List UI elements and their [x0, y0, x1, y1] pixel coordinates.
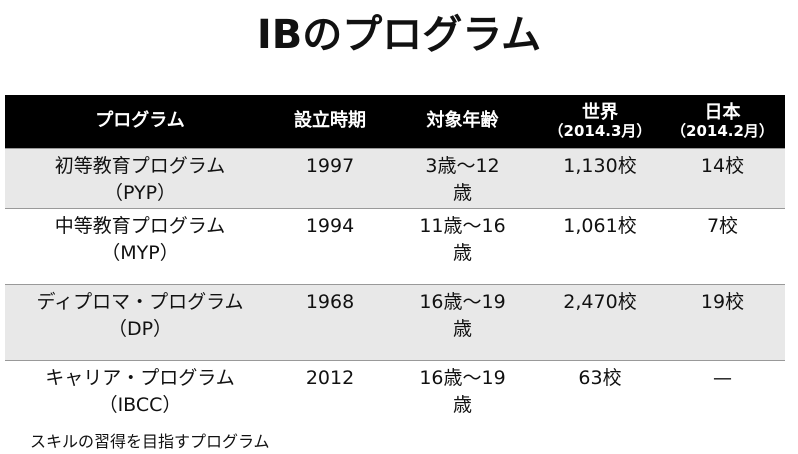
cell-text: 19校 [700, 291, 745, 313]
cell-text: — [713, 367, 732, 389]
table-cell: 1,061校 [540, 208, 660, 285]
header-text: 世界 [582, 101, 618, 123]
cell-text: 1968 [305, 291, 355, 313]
table-cell: 63校 [540, 360, 660, 434]
footer-note: スキルの習得を目指すプログラム [30, 432, 270, 451]
table-cell: ディプロマ・プログラム （DP） [5, 284, 275, 361]
table-row: 中等教育プログラム （MYP） 1994 11歳～16歳 1,061校 7校 [5, 208, 785, 285]
cell-text: 1997 [305, 155, 355, 177]
program-table: プログラム 設立時期 対象年齢 世界 （2014.3月） 日本 （2014.2月） 初等教育… [5, 95, 785, 434]
cell-text: 14校 [700, 155, 745, 177]
table-cell: 16歳～19歳 [385, 284, 540, 361]
header-cell: 日本 （2014.2月） [660, 95, 785, 149]
cell-text: 16歳～19歳 [419, 367, 506, 416]
table-cell: 2,470校 [540, 284, 660, 361]
header-cell: プログラム [5, 95, 275, 149]
cell-text: 1,061校 [563, 215, 637, 237]
cell-text: 63校 [578, 367, 622, 389]
slide-title: IBのプログラム [256, 12, 542, 58]
cell-text: 16歳～19歳 [419, 291, 506, 340]
cell-text: 3歳～12歳 [425, 155, 500, 204]
cell-line: （DP） [107, 318, 173, 340]
table-cell: 中等教育プログラム （MYP） [5, 208, 275, 285]
cell-text: 7校 [706, 215, 739, 237]
cell-text: 1,130校 [563, 155, 637, 177]
header-cell: 世界 （2014.3月） [540, 95, 660, 149]
table-cell: 1,130校 [540, 148, 660, 209]
header-cell: 設立時期 [275, 95, 385, 149]
table-row: 初等教育プログラム （PYP） 1997 3歳～12歳 1,130校 14校 [5, 148, 785, 209]
table-cell: 初等教育プログラム （PYP） [5, 148, 275, 209]
table-cell: 14校 [660, 148, 785, 209]
cell-line: キャリア・プログラム [45, 367, 235, 389]
cell-line: ディプロマ・プログラム [36, 291, 244, 313]
cell-text: 2012 [305, 367, 355, 389]
table-body: 初等教育プログラム （PYP） 1997 3歳～12歳 1,130校 14校中等教育プログ… [5, 148, 785, 434]
cell-line: 初等教育プログラム [54, 155, 226, 177]
header-text: 設立時期 [294, 110, 366, 132]
table-row: ディプロマ・プログラム （DP） 1968 16歳～19歳 2,470校 19校 [5, 284, 785, 361]
header-subtext: （2014.2月） [671, 122, 774, 141]
table-cell: 11歳～16歳 [385, 208, 540, 285]
table-cell: キャリア・プログラム （IBCC） [5, 360, 275, 434]
header-text: 日本 [704, 101, 741, 123]
cell-text: 2,470校 [563, 291, 637, 313]
header-cell: 対象年齢 [385, 95, 540, 149]
table-cell: 1997 [275, 148, 385, 209]
header-text: プログラム [95, 110, 185, 132]
table-row: キャリア・プログラム （IBCC） 2012 16歳～19歳 63校 — [5, 360, 785, 434]
table-cell: 7校 [660, 208, 785, 285]
cell-line: 中等教育プログラム [54, 215, 226, 237]
cell-line: （MYP） [101, 242, 179, 264]
cell-text: 11歳～16歳 [419, 215, 506, 264]
table-cell: 3歳～12歳 [385, 148, 540, 209]
table-cell: 2012 [275, 360, 385, 434]
table-cell: 16歳～19歳 [385, 360, 540, 434]
header-subtext: （2014.3月） [548, 122, 652, 141]
table-cell: 19校 [660, 284, 785, 361]
table-cell: 1968 [275, 284, 385, 361]
cell-text: 1994 [305, 215, 355, 237]
header-text: 対象年齢 [426, 110, 499, 132]
table-cell: — [660, 360, 785, 434]
cell-line: （IBCC） [98, 394, 182, 416]
cell-line: （PYP） [103, 182, 177, 204]
table-cell: 1994 [275, 208, 385, 285]
header-row: プログラム 設立時期 対象年齢 世界 （2014.3月） 日本 （2014.2月） [5, 95, 785, 149]
